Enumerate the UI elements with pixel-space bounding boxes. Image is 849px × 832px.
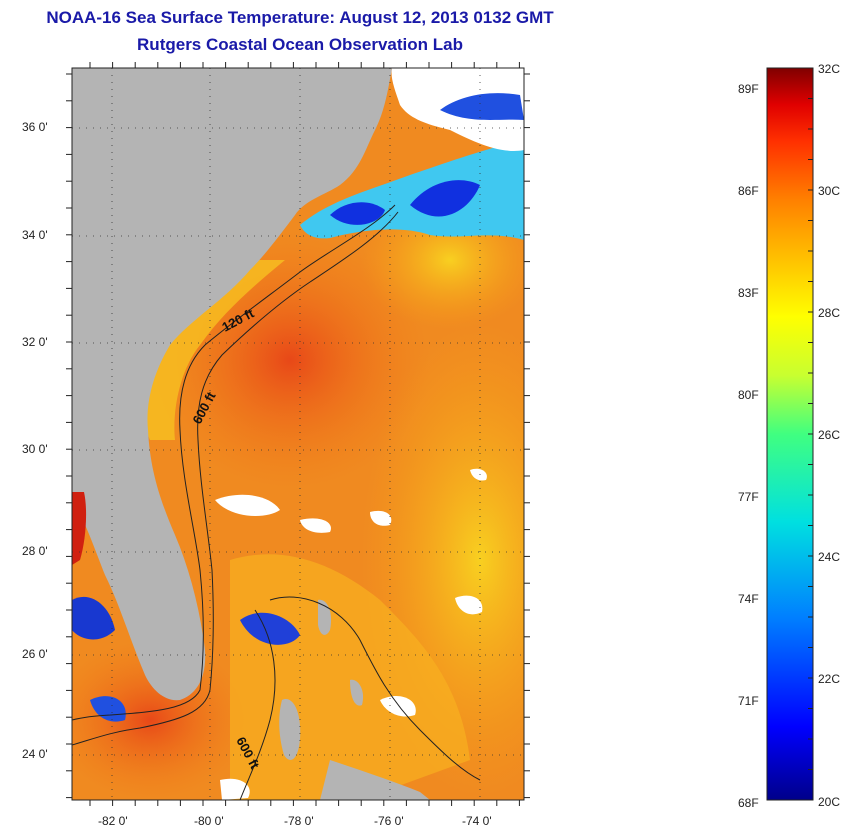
map-title: NOAA-16 Sea Surface Temperature: August … <box>46 8 554 27</box>
axis-ticks <box>66 62 530 806</box>
colorbar-celsius-label: 20C <box>818 795 841 809</box>
colorbar-fahrenheit-label: 86F <box>738 184 759 198</box>
cold-patch-bahamas <box>240 612 300 645</box>
colorbar-ticks <box>808 67 813 801</box>
lat-tick-label: 36 0' <box>22 120 48 134</box>
land-abaco <box>318 599 332 635</box>
land-eleuthera <box>350 679 364 706</box>
colorbar-celsius-label: 30C <box>818 184 841 198</box>
colorbar-fahrenheit-label: 83F <box>738 286 759 300</box>
map-frame <box>71 67 525 801</box>
lat-tick-label: 28 0' <box>22 544 48 558</box>
colorbar-fahrenheit-label: 71F <box>738 694 759 708</box>
colorbar-celsius-label: 24C <box>818 550 841 564</box>
colorbar-celsius-label: 28C <box>818 306 841 320</box>
lon-tick-label: -80 0' <box>194 814 224 828</box>
cold-core-2 <box>410 180 480 217</box>
lat-tick-label: 34 0' <box>22 228 48 242</box>
cloud-patch-4 <box>300 518 331 533</box>
cloud-patch-1 <box>215 494 280 516</box>
warm-core-south <box>72 640 250 800</box>
cloud-patch-3 <box>370 510 392 526</box>
gulf-warm-strip <box>72 492 87 565</box>
map-subtitle: Rutgers Coastal Ocean Observation Lab <box>137 35 463 54</box>
land-us <box>72 68 392 701</box>
lat-tick-label: 24 0' <box>22 747 48 761</box>
cold-streak-north <box>440 93 524 120</box>
colorbar-celsius-label: 22C <box>818 672 841 686</box>
colorbar-fahrenheit-label: 77F <box>738 490 759 504</box>
cold-patch-gulf <box>72 596 115 640</box>
grid-lines <box>72 68 524 800</box>
lat-tick-label: 32 0' <box>22 335 48 349</box>
colorbar-fahrenheit-label: 89F <box>738 82 759 96</box>
contour-120ft <box>72 204 396 721</box>
lon-tick-label: -76 0' <box>374 814 404 828</box>
lon-tick-label: -82 0' <box>98 814 128 828</box>
land-andros <box>279 699 301 760</box>
cloud-patch-8 <box>470 468 487 481</box>
cold-patch-keys <box>90 696 126 722</box>
colorbar-fahrenheit-label: 80F <box>738 388 759 402</box>
cloud-patch-6 <box>380 695 416 717</box>
contour-bahamas <box>269 596 481 781</box>
colorbar <box>766 67 814 801</box>
land-cuba <box>320 760 430 800</box>
colorbar-celsius-label: 26C <box>818 428 841 442</box>
lon-tick-label: -78 0' <box>284 814 314 828</box>
colorbar-celsius-label: 32C <box>818 62 841 76</box>
colorbar-fahrenheit-label: 74F <box>738 592 759 606</box>
lat-tick-label: 30 0' <box>22 442 48 456</box>
cold-core <box>330 202 385 225</box>
cloud-patch-2 <box>455 595 483 615</box>
lat-tick-label: 26 0' <box>22 647 48 661</box>
contour-600ft <box>72 211 399 746</box>
lon-tick-label: -74 0' <box>462 814 492 828</box>
colorbar-fahrenheit-label: 68F <box>738 796 759 810</box>
contour-bahamas-2 <box>239 609 276 800</box>
